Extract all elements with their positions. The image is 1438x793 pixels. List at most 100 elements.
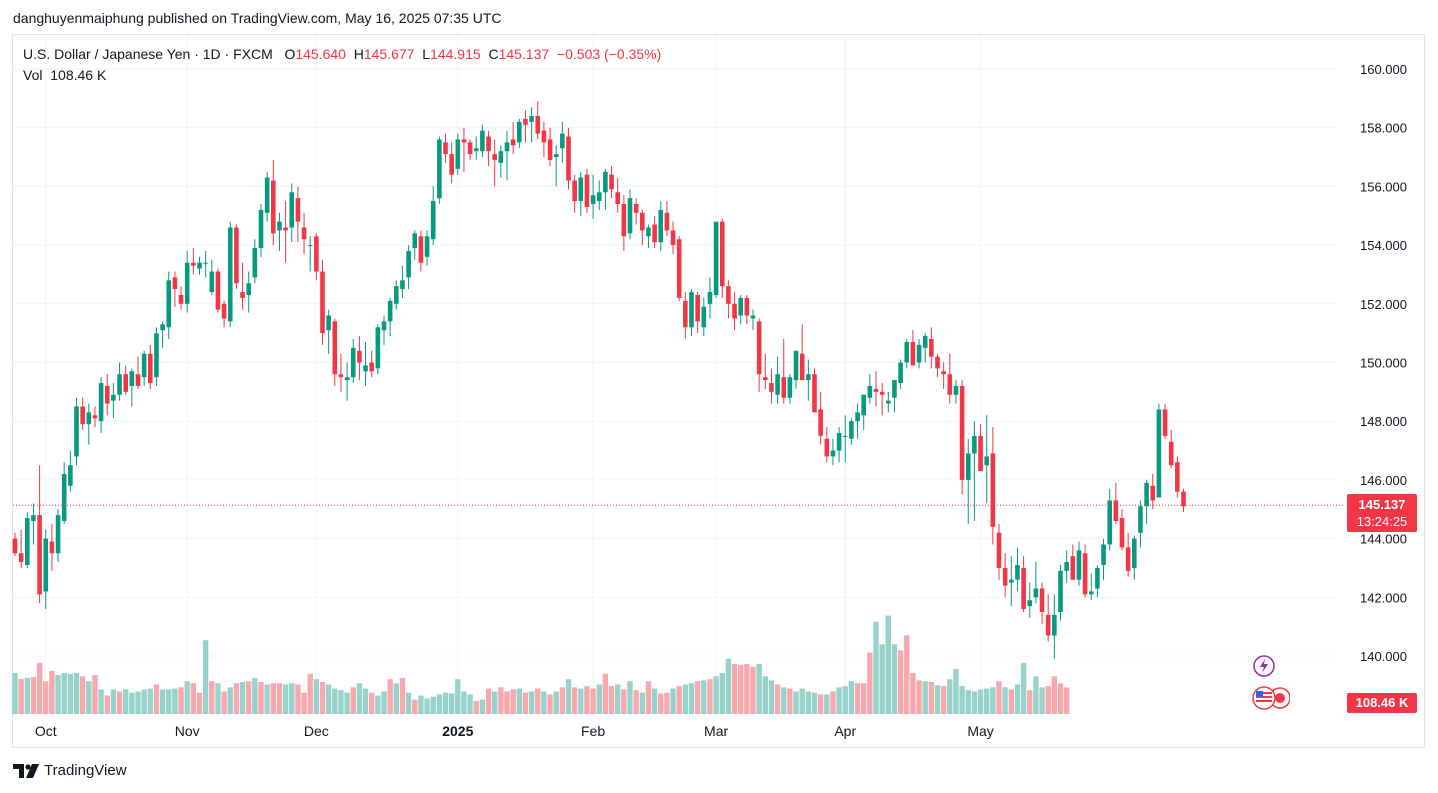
volume-bar [965,690,971,714]
candle-body [633,204,639,213]
volume-bar [135,691,141,714]
volume-bar [24,677,30,714]
candle-body [676,239,682,298]
candle-body [135,374,141,386]
volume-bar [565,679,572,714]
volume-bar [405,692,412,714]
candle-body [646,227,651,237]
candle-body [578,177,584,202]
candle-body [406,250,411,278]
candle-body [1101,544,1106,566]
candle-body [1095,567,1100,589]
volume-bar [461,691,467,714]
volume-bar [79,676,86,714]
candle-body [793,350,799,381]
volume-bar [258,682,264,714]
volume-bar [934,685,941,714]
volume-bar [110,689,117,714]
candle-body [246,283,251,295]
volume-bar [479,699,486,714]
volume-bar [799,688,805,714]
candle-body [806,374,811,381]
volume-bar [756,663,762,714]
candle-body [756,321,762,375]
volume-bar [61,673,67,714]
volume-bar [55,675,61,714]
candle-body [326,315,331,331]
candle-body [652,224,657,243]
volume-bar [467,694,473,714]
volume-bar [522,692,529,714]
candle-body [295,198,301,222]
candle-body [1107,500,1112,545]
close-label: C [488,46,499,62]
volume-bar [498,687,504,714]
candle-body [996,532,1002,568]
volume-bar [344,692,350,714]
volume-bar [141,689,147,714]
candle-body [984,456,989,466]
candle-body [763,377,768,381]
brand-name: TradingView [44,762,127,779]
open-label: O [284,46,296,62]
candle-body [111,394,116,401]
event-markers[interactable] [1250,654,1290,714]
volume-bar [750,666,756,714]
volume-bar [578,688,584,714]
volume-bar [848,681,855,714]
time-tick-label: Dec [304,723,329,739]
volume-bar [891,644,898,714]
volume-bar [338,690,344,714]
volume-bar [1045,686,1051,714]
candle-body [929,339,934,357]
price-tick-label: 144.000 [1360,532,1407,547]
volume-bar [252,677,258,714]
candle-body [80,406,85,425]
volume-bar [98,689,104,714]
price-tick-label: 154.000 [1360,238,1407,253]
candle-body [873,388,879,392]
volume-value: 108.46 K [50,67,107,83]
candle-body [86,412,92,425]
time-tick-label: Apr [834,723,856,739]
candle-body [283,227,288,231]
candle-body [154,333,159,378]
candle-body [307,245,313,247]
candle-body [572,180,577,202]
volume-bar [553,691,559,714]
tradingview-logo[interactable]: TradingView [13,762,127,779]
candle-body [430,201,436,240]
candle-body [31,515,36,521]
volume-bar [412,699,418,714]
volume-bar [49,670,55,714]
candle-body [517,121,522,143]
volume-bar [67,673,74,714]
candle-body [972,435,977,454]
candle-body [941,371,946,375]
candle-body [1070,556,1076,580]
volume-bar [307,673,313,714]
candle-body [849,421,854,439]
volume-bar [854,683,861,714]
open-value: 145.640 [295,46,346,62]
volume-bar [455,679,461,714]
candle-body [1033,588,1039,598]
volume-bar [221,691,227,714]
candle-body [1150,485,1156,501]
volume-bar [701,680,707,714]
candle-body [1119,518,1125,548]
volume-bar [916,680,922,714]
volume-bar [836,687,842,714]
volume-bar [774,684,781,714]
candle-body [301,227,307,240]
candle-body [836,432,842,451]
volume-bar [1057,683,1064,714]
volume-bar [541,691,547,714]
candle-body [104,385,110,404]
candle-body [965,453,971,480]
time-tick-label: Feb [581,723,605,739]
price-tick-label: 150.000 [1360,356,1407,371]
candle-body [683,300,688,328]
candle-body [338,374,344,378]
